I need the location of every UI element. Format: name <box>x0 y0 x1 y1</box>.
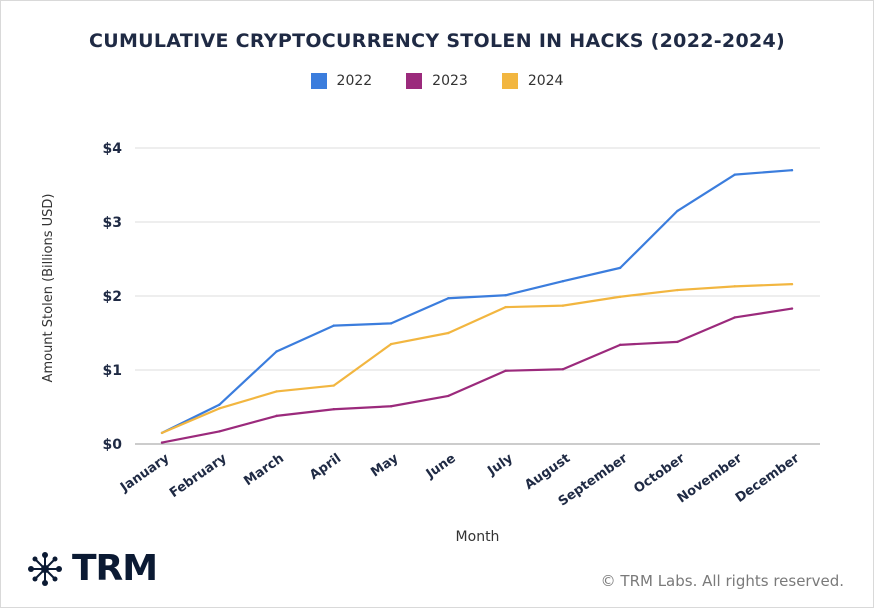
data-point-2022 <box>218 403 221 406</box>
y-tick-label: $1 <box>103 363 122 379</box>
x-tick-label: July <box>484 451 516 480</box>
data-point-2024 <box>504 305 507 309</box>
network-icon <box>28 551 62 586</box>
legend-item-2024: 2024 <box>501 73 564 89</box>
trm-logo: TRM <box>26 548 158 589</box>
data-point-2022 <box>733 173 736 176</box>
data-point-2024 <box>160 431 164 435</box>
data-point-2024 <box>790 282 794 286</box>
data-point-2022 <box>790 169 794 172</box>
legend-label-2023: 2023 <box>432 73 468 89</box>
data-point-2023 <box>504 369 507 372</box>
data-point-2024 <box>618 295 622 298</box>
data-point-2022 <box>332 324 336 327</box>
data-point-2023 <box>160 441 164 444</box>
data-point-2023 <box>733 316 736 319</box>
copyright-notice: © TRM Labs. All rights reserved. <box>600 572 844 590</box>
series-line-2022 <box>160 169 794 434</box>
data-point-2024 <box>389 342 393 346</box>
data-point-2022 <box>275 350 278 353</box>
logo-text: TRM <box>72 548 158 589</box>
y-tick-label: $0 <box>103 437 123 453</box>
data-point-2022 <box>561 280 565 283</box>
series-line-2023 <box>160 307 794 444</box>
data-point-2022 <box>504 294 507 297</box>
data-point-2022 <box>447 297 450 300</box>
x-tick-label: April <box>307 451 344 483</box>
x-axis-title: Month <box>456 529 500 545</box>
data-point-2024 <box>332 384 336 387</box>
legend-swatch-2024 <box>501 73 518 89</box>
data-point-2024 <box>561 304 565 307</box>
data-point-2023 <box>332 408 336 411</box>
y-tick-label: $4 <box>103 141 123 157</box>
chart-title: CUMULATIVE CRYPTOCURRENCY STOLEN IN HACK… <box>88 30 785 52</box>
data-point-2023 <box>618 343 622 347</box>
x-tick-label: May <box>368 451 401 481</box>
data-point-2023 <box>561 368 565 371</box>
legend-label-2022: 2022 <box>336 73 373 89</box>
data-point-2023 <box>275 414 278 418</box>
x-tick-label: January <box>117 451 173 496</box>
x-tick-label: March <box>241 451 287 489</box>
legend-item-2023: 2023 <box>406 73 468 89</box>
series-line-2024 <box>160 283 794 434</box>
data-point-2023 <box>447 394 450 398</box>
y-tick-label: $3 <box>103 215 122 231</box>
data-point-2023 <box>790 307 794 310</box>
chart-legend: 2022 2023 2024 <box>0 73 874 89</box>
data-point-2022 <box>618 266 622 270</box>
data-point-2024 <box>676 288 679 292</box>
data-point-2024 <box>218 407 221 410</box>
data-point-2024 <box>733 285 736 288</box>
x-tick-label: December <box>733 451 803 506</box>
legend-item-2022: 2022 <box>310 73 373 89</box>
y-tick-label: $2 <box>103 289 122 305</box>
y-axis-title: Amount Stolen (Billions USD) <box>41 194 56 383</box>
data-point-2022 <box>676 209 679 213</box>
data-point-2024 <box>447 331 450 335</box>
legend-swatch-2022 <box>310 73 327 89</box>
x-tick-label: August <box>522 451 573 493</box>
x-tick-label: February <box>167 451 230 501</box>
data-point-2022 <box>389 322 393 325</box>
data-point-2023 <box>218 430 221 433</box>
data-point-2024 <box>275 390 278 393</box>
data-point-2023 <box>389 405 393 408</box>
legend-label-2024: 2024 <box>527 73 564 89</box>
data-point-2023 <box>676 340 679 344</box>
legend-swatch-2023 <box>406 73 423 89</box>
x-tick-label: June <box>423 451 459 482</box>
